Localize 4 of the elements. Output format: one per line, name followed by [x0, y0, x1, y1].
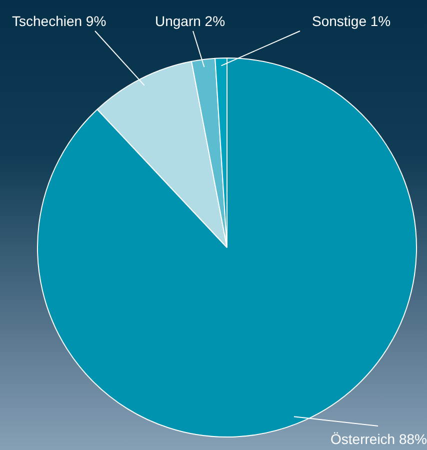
slice-label: Österreich 88%	[330, 430, 427, 447]
slice-label: Sonstige 1%	[312, 12, 391, 29]
slice-label: Tschechien 9%	[12, 12, 106, 29]
slice-label: Ungarn 2%	[155, 12, 226, 29]
